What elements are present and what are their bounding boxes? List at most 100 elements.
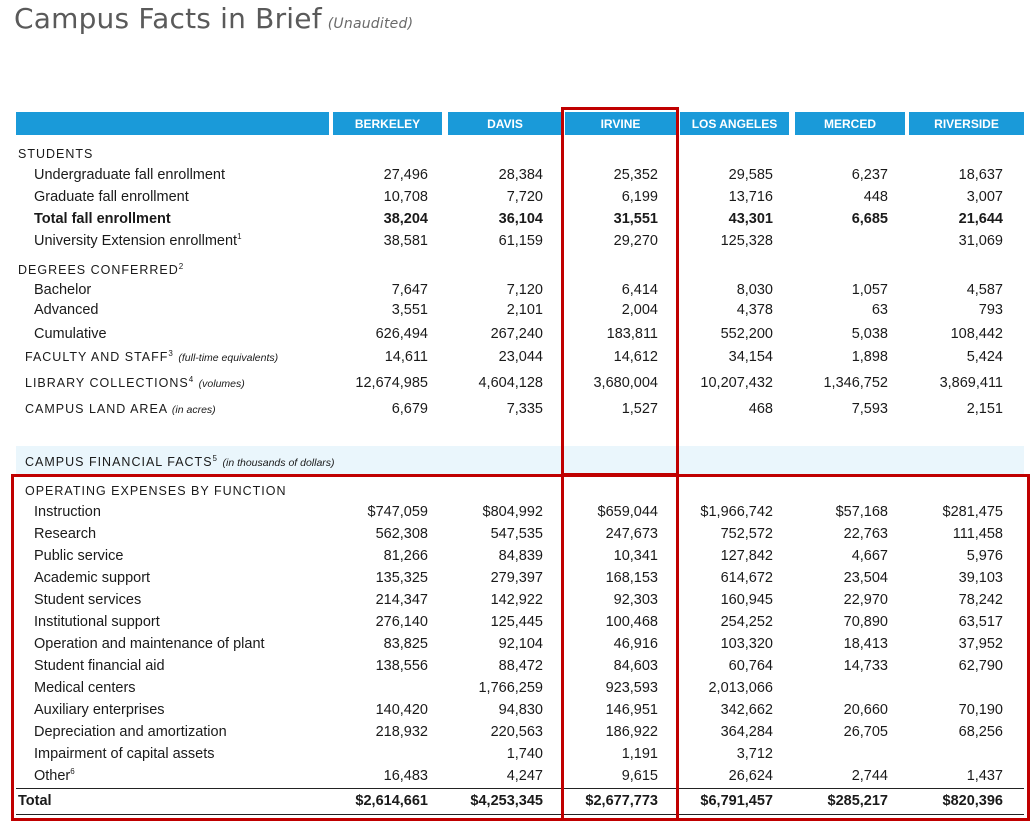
cell: $57,168 <box>835 504 888 520</box>
cell: 562,308 <box>375 526 428 542</box>
cell: 279,397 <box>490 570 543 586</box>
column-header-irvine: IRVINE <box>565 112 676 135</box>
cell: 9,615 <box>621 768 658 784</box>
cell: 27,496 <box>383 167 428 183</box>
cell: 614,672 <box>720 570 773 586</box>
cell: 18,637 <box>958 167 1003 183</box>
cell: 125,445 <box>490 614 543 630</box>
table-row: Other6 16,483 4,247 9,615 26,624 2,744 1… <box>0 765 1030 787</box>
row-label: Public service <box>34 548 124 564</box>
cell: 14,733 <box>843 658 888 674</box>
cell: 6,679 <box>391 401 428 417</box>
cell: 1,437 <box>966 768 1003 784</box>
cell: $281,475 <box>942 504 1003 520</box>
cell: 135,325 <box>375 570 428 586</box>
section-label: DEGREES CONFERRED2 <box>18 261 185 277</box>
cell: 218,932 <box>375 724 428 740</box>
table-row: Depreciation and amortization 218,932 22… <box>0 721 1030 743</box>
cell: 68,256 <box>958 724 1003 740</box>
cell: $747,059 <box>367 504 428 520</box>
cell: 3,680,004 <box>593 375 658 391</box>
table-row: Undergraduate fall enrollment 27,496 28,… <box>0 164 1030 186</box>
cell: 22,970 <box>843 592 888 608</box>
cell: 108,442 <box>950 326 1003 342</box>
row-label: Auxiliary enterprises <box>34 702 165 718</box>
cell: 1,191 <box>621 746 658 762</box>
table-row: Research 562,308 547,535 247,673 752,572… <box>0 523 1030 545</box>
cell: 3,551 <box>391 302 428 318</box>
cell: 142,922 <box>490 592 543 608</box>
row-label: Institutional support <box>34 614 160 630</box>
cell: 92,303 <box>613 592 658 608</box>
cell: 61,159 <box>498 233 543 249</box>
cell: 6,685 <box>851 211 888 227</box>
cell: 25,352 <box>613 167 658 183</box>
table-row: Academic support 135,325 279,397 168,153… <box>0 567 1030 589</box>
cell: 1,740 <box>506 746 543 762</box>
cell: 26,624 <box>728 768 773 784</box>
cell: 6,237 <box>851 167 888 183</box>
cell: 12,674,985 <box>355 375 428 391</box>
cell: 23,504 <box>843 570 888 586</box>
column-header-merced: MERCED <box>795 112 905 135</box>
row-label: Total <box>18 793 52 809</box>
cell: 70,890 <box>843 614 888 630</box>
cell: 5,424 <box>966 349 1003 365</box>
table-row-total: Total $2,614,661 $4,253,345 $2,677,773 $… <box>0 790 1030 812</box>
cell: 3,007 <box>966 189 1003 205</box>
cell: 31,551 <box>613 211 658 227</box>
section-students: STUDENTS <box>0 143 1030 165</box>
cell: 6,414 <box>621 282 658 298</box>
cell: 2,013,066 <box>708 680 773 696</box>
cell: 1,057 <box>851 282 888 298</box>
cell: 20,660 <box>843 702 888 718</box>
row-label: Student financial aid <box>34 658 165 674</box>
cell: 4,587 <box>966 282 1003 298</box>
cell: 364,284 <box>720 724 773 740</box>
table-row: Public service 81,266 84,839 10,341 127,… <box>0 545 1030 567</box>
row-label: Research <box>34 526 97 542</box>
cell: 38,581 <box>383 233 428 249</box>
page-title: Campus Facts in Brief (Unaudited) <box>14 2 413 35</box>
cell: 254,252 <box>720 614 773 630</box>
cell: 88,472 <box>498 658 543 674</box>
cell: 111,458 <box>952 526 1003 542</box>
cell: 448 <box>863 189 888 205</box>
cell: 1,766,259 <box>478 680 543 696</box>
cell: $820,396 <box>942 793 1003 809</box>
cell: 127,842 <box>720 548 773 564</box>
cell: 28,384 <box>498 167 543 183</box>
cell: $4,253,345 <box>470 793 543 809</box>
cell: 84,839 <box>498 548 543 564</box>
table-row-faculty: FACULTY AND STAFF3 (full-time equivalent… <box>0 346 1030 368</box>
cell: 23,044 <box>498 349 543 365</box>
cell: 5,976 <box>966 548 1003 564</box>
table-row-library: LIBRARY COLLECTIONS4 (volumes) 12,674,98… <box>0 372 1030 394</box>
section-label: LIBRARY COLLECTIONS4 (volumes) <box>25 374 245 390</box>
cell: 276,140 <box>375 614 428 630</box>
cell: 39,103 <box>958 570 1003 586</box>
cell: $659,044 <box>597 504 658 520</box>
cell: 70,190 <box>958 702 1003 718</box>
table-row: Advanced 3,551 2,101 2,004 4,378 63 793 <box>0 299 1030 321</box>
table-row: Instruction $747,059 $804,992 $659,044 $… <box>0 501 1030 523</box>
section-degrees: DEGREES CONFERRED2 <box>0 259 1030 281</box>
cell: 146,951 <box>605 702 658 718</box>
cell: 626,494 <box>375 326 428 342</box>
cell: 2,151 <box>966 401 1003 417</box>
cell: 1,898 <box>851 349 888 365</box>
row-label: Medical centers <box>34 680 136 696</box>
cell: 552,200 <box>720 326 773 342</box>
cell: 2,004 <box>621 302 658 318</box>
row-label: Bachelor <box>34 282 92 298</box>
cell: $285,217 <box>827 793 888 809</box>
table-row: Institutional support 276,140 125,445 10… <box>0 611 1030 633</box>
cell: 84,603 <box>613 658 658 674</box>
cell: 7,120 <box>506 282 543 298</box>
section-label: STUDENTS <box>18 147 94 161</box>
cell: $6,791,457 <box>700 793 773 809</box>
cell: 43,301 <box>728 211 773 227</box>
cell: 36,104 <box>498 211 543 227</box>
cell: 2,744 <box>851 768 888 784</box>
cell: 83,825 <box>383 636 428 652</box>
